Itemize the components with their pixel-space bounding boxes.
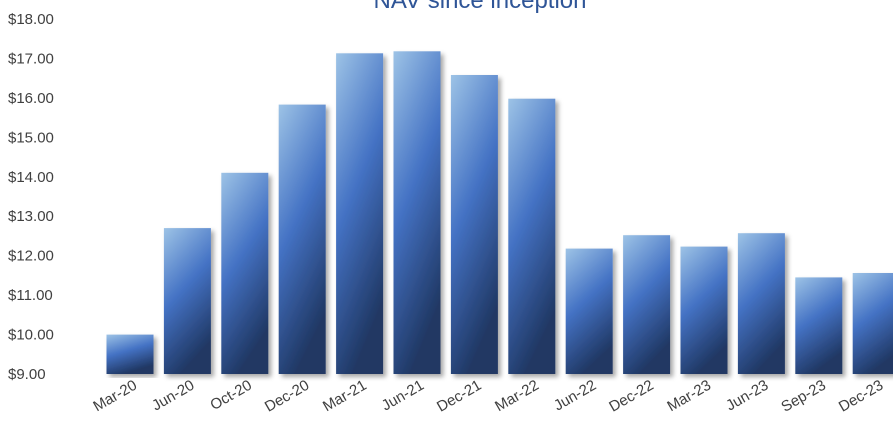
x-tick-label: Mar-22 (492, 377, 542, 415)
y-tick-label: $15.00 (8, 129, 54, 146)
y-tick-label: $10.00 (8, 327, 54, 344)
bar-jun-21 (393, 51, 441, 375)
bar-jun-20 (163, 228, 211, 374)
x-tick-label: Mar-21 (320, 377, 370, 415)
x-tick-label: Dec-23 (836, 377, 886, 416)
bar-dec-20 (278, 104, 326, 374)
y-tick-label: $17.00 (8, 50, 54, 67)
y-tick-label: $18.00 (8, 11, 54, 28)
y-tick-label: $11.00 (8, 287, 53, 304)
x-tick-label: Jun-21 (379, 377, 427, 415)
y-tick-label: $12.00 (8, 248, 54, 265)
bars (106, 51, 893, 375)
x-tick-label: Jun-22 (551, 377, 599, 415)
y-tick-label: $9.00 (8, 366, 46, 383)
y-axis: $9.00 $10.00 $11.00 $12.00 $13.00 $14.00 $15.0… (8, 11, 54, 383)
y-tick-label: $13.00 (8, 208, 54, 225)
bar-mar-23 (680, 246, 728, 374)
x-tick-label: Mar-23 (664, 377, 714, 415)
bar-jun-23 (737, 233, 785, 374)
bar-dec-22 (623, 235, 671, 374)
x-tick-label: Jun-20 (149, 377, 197, 415)
bar-mar-20 (106, 334, 154, 374)
x-tick-label: Dec-22 (606, 377, 656, 416)
x-tick-label: Oct-20 (207, 377, 254, 414)
x-tick-label: Mar-20 (90, 377, 140, 415)
x-tick-label: Jun-23 (723, 377, 771, 415)
bar-mar-22 (508, 98, 556, 374)
bar-jun-22 (565, 248, 613, 374)
bar-sep-23 (795, 277, 843, 374)
bar-oct-20 (221, 172, 269, 374)
x-axis: Mar-20 Jun-20 Oct-20 Dec-20 Mar-21 Jun-21 Dec-… (90, 377, 886, 416)
bar-dec-23 (852, 273, 893, 374)
bar-dec-21 (450, 75, 498, 374)
y-tick-label: $14.00 (8, 169, 54, 186)
bar-mar-21 (336, 53, 384, 375)
x-tick-label: Sep-23 (778, 377, 828, 416)
y-tick-label: $16.00 (8, 90, 54, 107)
chart-title: NAV since inception (374, 0, 587, 14)
x-tick-label: Dec-20 (262, 377, 312, 416)
x-tick-label: Dec-21 (434, 377, 484, 416)
